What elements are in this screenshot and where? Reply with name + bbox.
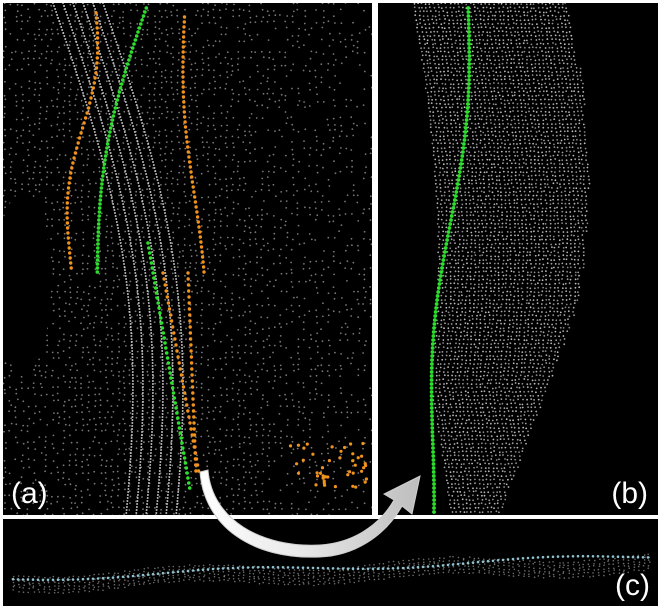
panel-c: (c) [3,519,658,606]
panel-b: (b) [378,3,658,515]
point-cloud-b [413,3,591,514]
panel-a-label: (a) [11,477,48,510]
panel-b-label: (b) [611,477,648,510]
panel-a: (a) [3,3,372,515]
panel-c-label: (c) [615,569,650,602]
point-cloud-c [11,553,651,594]
point-cloud-a [3,3,372,515]
